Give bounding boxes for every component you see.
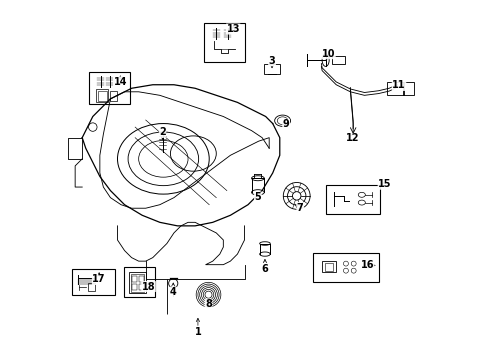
- Text: 14: 14: [113, 77, 127, 87]
- Text: 6: 6: [261, 264, 268, 274]
- Bar: [131, 284, 137, 290]
- Bar: [130, 274, 143, 292]
- Text: 8: 8: [204, 299, 211, 309]
- Bar: [128, 272, 145, 293]
- Bar: [313, 253, 378, 282]
- Text: 10: 10: [321, 49, 335, 59]
- Text: 12: 12: [346, 133, 359, 143]
- Text: 18: 18: [142, 282, 155, 292]
- Bar: [88, 283, 95, 291]
- Text: 3: 3: [268, 56, 275, 66]
- Bar: [89, 72, 130, 104]
- Text: 2: 2: [159, 127, 166, 138]
- Bar: [109, 91, 116, 100]
- Text: 1: 1: [194, 327, 201, 337]
- Text: 17: 17: [92, 274, 106, 284]
- Text: 5: 5: [254, 192, 261, 202]
- Bar: [72, 269, 114, 294]
- Text: 13: 13: [226, 24, 240, 34]
- Text: 9: 9: [282, 119, 289, 129]
- Bar: [131, 276, 137, 282]
- Text: 4: 4: [169, 287, 176, 297]
- Bar: [139, 284, 143, 290]
- Text: 7: 7: [296, 203, 303, 212]
- Text: 15: 15: [377, 179, 391, 189]
- Bar: [325, 185, 380, 213]
- Bar: [321, 261, 335, 273]
- Text: 11: 11: [391, 80, 405, 90]
- Bar: [203, 23, 244, 62]
- Bar: [98, 91, 107, 101]
- Bar: [139, 276, 143, 282]
- Text: 16: 16: [360, 260, 373, 270]
- Bar: [324, 262, 332, 271]
- Bar: [96, 89, 108, 102]
- Bar: [123, 267, 155, 297]
